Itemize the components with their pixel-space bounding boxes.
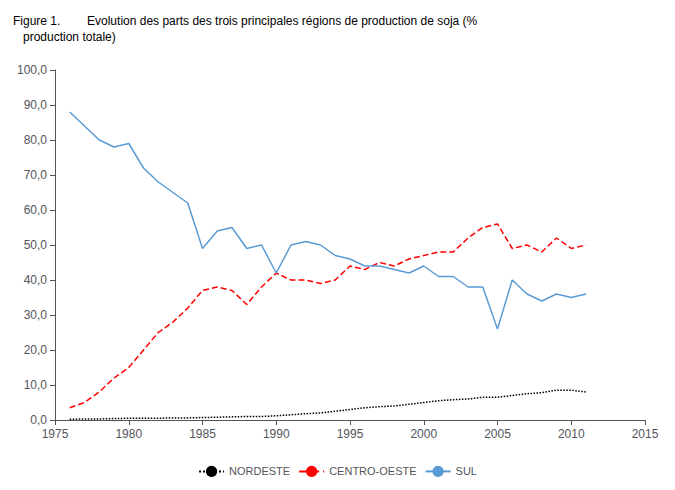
svg-text:1975: 1975 <box>42 427 69 441</box>
svg-text:100,0: 100,0 <box>17 63 47 77</box>
svg-text:10,0: 10,0 <box>24 378 48 392</box>
svg-text:1985: 1985 <box>189 427 216 441</box>
svg-text:CENTRO-OESTE: CENTRO-OESTE <box>329 465 416 477</box>
svg-text:2015: 2015 <box>632 427 659 441</box>
svg-text:70,0: 70,0 <box>24 168 48 182</box>
svg-text:2010: 2010 <box>558 427 585 441</box>
svg-text:NORDESTE: NORDESTE <box>229 465 290 477</box>
svg-text:20,0: 20,0 <box>24 343 48 357</box>
svg-text:2000: 2000 <box>410 427 437 441</box>
svg-text:90,0: 90,0 <box>24 98 48 112</box>
svg-text:1995: 1995 <box>337 427 364 441</box>
svg-text:SUL: SUL <box>456 465 477 477</box>
svg-text:50,0: 50,0 <box>24 238 48 252</box>
svg-text:80,0: 80,0 <box>24 133 48 147</box>
svg-text:Figure 1. Evolution des: Figure 1. Evolution des parts des trois … <box>13 14 478 28</box>
svg-text:1990: 1990 <box>263 427 290 441</box>
svg-text:1980: 1980 <box>115 427 142 441</box>
svg-text:60,0: 60,0 <box>24 203 48 217</box>
svg-text:0,0: 0,0 <box>30 413 47 427</box>
svg-text:production totale): production totale) <box>13 30 116 44</box>
svg-text:2005: 2005 <box>484 427 511 441</box>
svg-text:30,0: 30,0 <box>24 308 48 322</box>
svg-text:40,0: 40,0 <box>24 273 48 287</box>
